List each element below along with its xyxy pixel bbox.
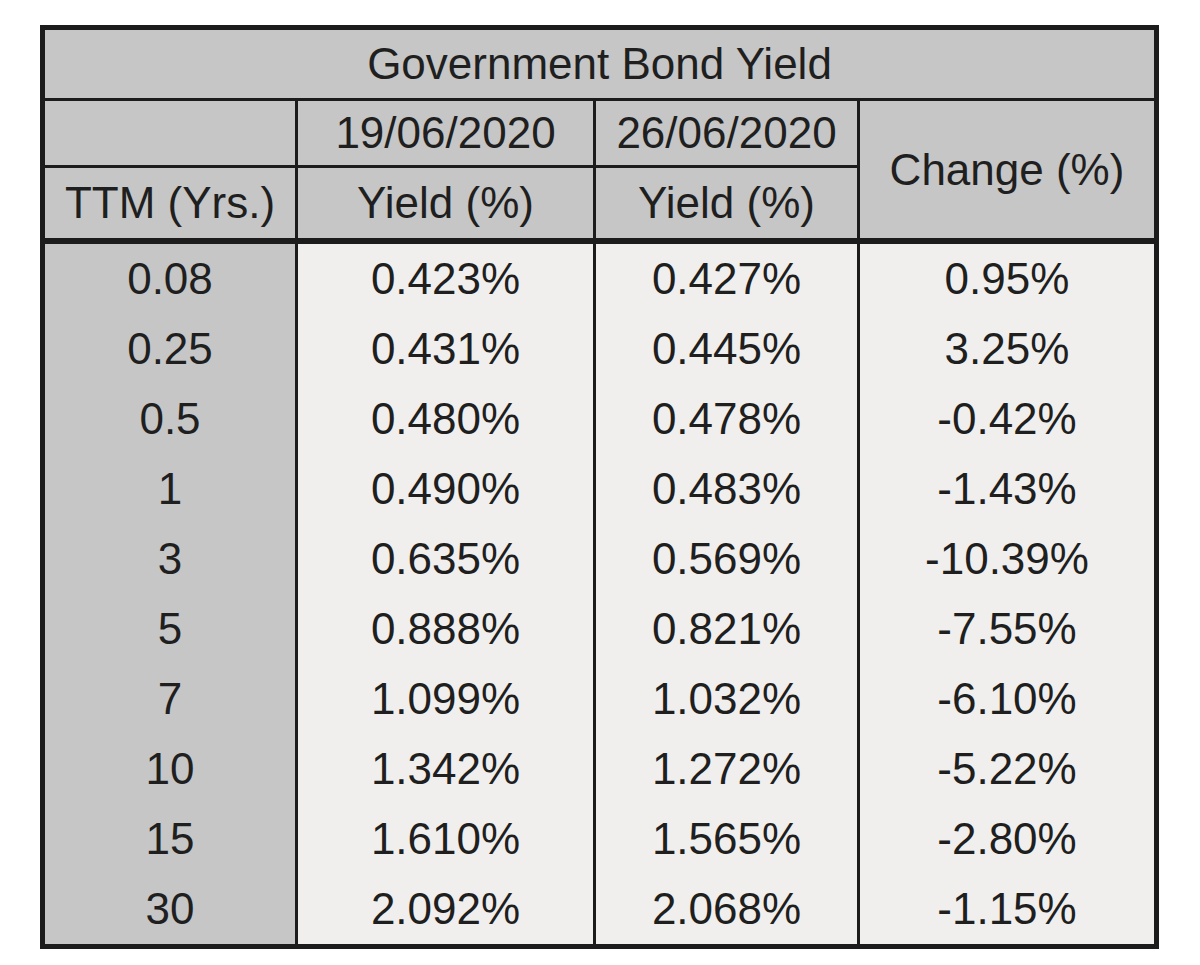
- table-row: 0.5 0.480% 0.478% -0.42%: [43, 384, 1157, 454]
- yield2-cell: 0.427%: [595, 241, 859, 314]
- yield1-cell: 0.423%: [297, 241, 595, 314]
- table-header: Government Bond Yield 19/06/2020 26/06/2…: [43, 28, 1157, 242]
- ttm-cell: 7: [43, 664, 297, 734]
- table-row: 5 0.888% 0.821% -7.55%: [43, 594, 1157, 664]
- change-cell: 0.95%: [859, 241, 1157, 314]
- yield1-cell: 1.342%: [297, 734, 595, 804]
- ttm-cell: 0.08: [43, 241, 297, 314]
- change-cell: -6.10%: [859, 664, 1157, 734]
- yield2-cell: 1.565%: [595, 804, 859, 874]
- yield1-cell: 0.480%: [297, 384, 595, 454]
- yield1-cell: 0.635%: [297, 524, 595, 594]
- yield1-cell: 0.431%: [297, 314, 595, 384]
- yield1-cell: 1.099%: [297, 664, 595, 734]
- change-cell: -10.39%: [859, 524, 1157, 594]
- table-row: 30 2.092% 2.068% -1.15%: [43, 874, 1157, 947]
- yield-column-header-2: Yield (%): [595, 167, 859, 242]
- date-column-header-2: 26/06/2020: [595, 100, 859, 167]
- ttm-column-header: TTM (Yrs.): [43, 167, 297, 242]
- change-cell: -1.43%: [859, 454, 1157, 524]
- change-column-header: Change (%): [859, 100, 1157, 242]
- yield2-cell: 0.569%: [595, 524, 859, 594]
- yield2-cell: 0.483%: [595, 454, 859, 524]
- yield2-cell: 1.272%: [595, 734, 859, 804]
- ttm-cell: 15: [43, 804, 297, 874]
- date-column-header-1: 19/06/2020: [297, 100, 595, 167]
- ttm-cell: 0.5: [43, 384, 297, 454]
- change-cell: 3.25%: [859, 314, 1157, 384]
- table-row: 0.25 0.431% 0.445% 3.25%: [43, 314, 1157, 384]
- yield1-cell: 0.888%: [297, 594, 595, 664]
- table-row: 0.08 0.423% 0.427% 0.95%: [43, 241, 1157, 314]
- table-row: 10 1.342% 1.272% -5.22%: [43, 734, 1157, 804]
- yield1-cell: 1.610%: [297, 804, 595, 874]
- ttm-cell: 0.25: [43, 314, 297, 384]
- yield2-cell: 0.478%: [595, 384, 859, 454]
- change-cell: -0.42%: [859, 384, 1157, 454]
- title-row: Government Bond Yield: [43, 28, 1157, 100]
- yield1-cell: 2.092%: [297, 874, 595, 947]
- ttm-cell: 10: [43, 734, 297, 804]
- yield2-cell: 0.821%: [595, 594, 859, 664]
- change-cell: -2.80%: [859, 804, 1157, 874]
- yield-column-header-1: Yield (%): [297, 167, 595, 242]
- yield2-cell: 0.445%: [595, 314, 859, 384]
- yield1-cell: 0.490%: [297, 454, 595, 524]
- page: Government Bond Yield 19/06/2020 26/06/2…: [0, 0, 1200, 965]
- change-cell: -7.55%: [859, 594, 1157, 664]
- table-row: 3 0.635% 0.569% -10.39%: [43, 524, 1157, 594]
- change-cell: -5.22%: [859, 734, 1157, 804]
- date-header-row: 19/06/2020 26/06/2020 Change (%): [43, 100, 1157, 167]
- ttm-cell: 30: [43, 874, 297, 947]
- table-row: 7 1.099% 1.032% -6.10%: [43, 664, 1157, 734]
- table-title: Government Bond Yield: [43, 28, 1157, 100]
- yield2-cell: 1.032%: [595, 664, 859, 734]
- yield2-cell: 2.068%: [595, 874, 859, 947]
- table-body: 0.08 0.423% 0.427% 0.95% 0.25 0.431% 0.4…: [43, 241, 1157, 947]
- ttm-cell: 5: [43, 594, 297, 664]
- ttm-cell: 1: [43, 454, 297, 524]
- ttm-cell: 3: [43, 524, 297, 594]
- table-row: 15 1.610% 1.565% -2.80%: [43, 804, 1157, 874]
- empty-header-cell: [43, 100, 297, 167]
- government-bond-yield-table: Government Bond Yield 19/06/2020 26/06/2…: [40, 25, 1159, 949]
- change-cell: -1.15%: [859, 874, 1157, 947]
- table-row: 1 0.490% 0.483% -1.43%: [43, 454, 1157, 524]
